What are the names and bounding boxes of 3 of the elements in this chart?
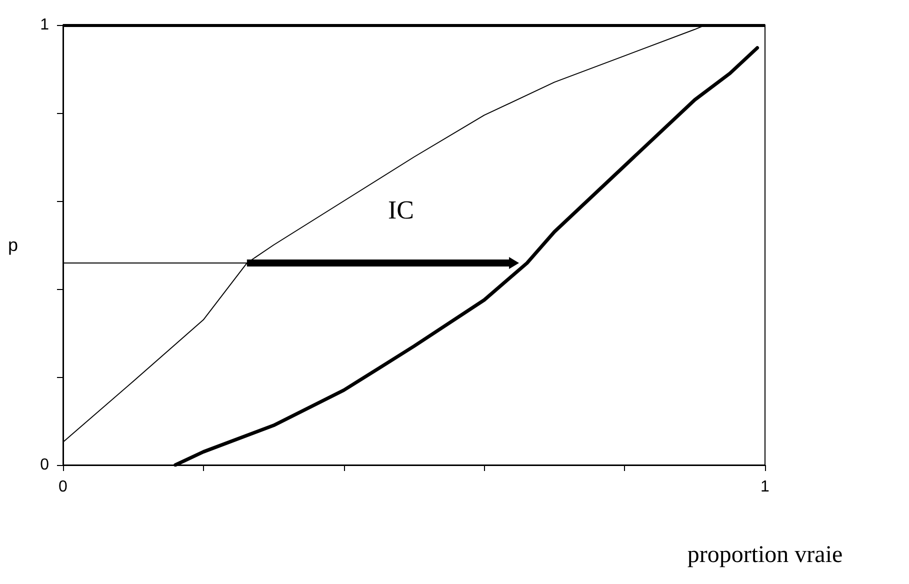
y-axis-title: p (8, 235, 18, 255)
x-axis-title: proportion vraie (687, 542, 843, 568)
annotation: IC (388, 196, 414, 224)
